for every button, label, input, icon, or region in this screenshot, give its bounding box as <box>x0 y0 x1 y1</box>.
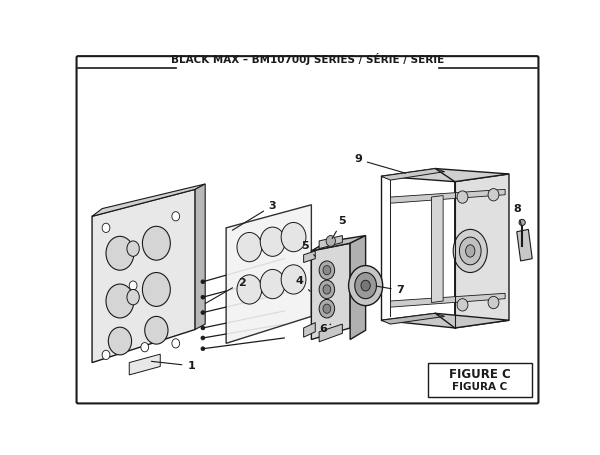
Text: FIGURE C: FIGURE C <box>449 369 511 381</box>
Circle shape <box>201 336 205 340</box>
Ellipse shape <box>102 223 110 233</box>
Polygon shape <box>226 205 311 344</box>
Text: 1: 1 <box>151 361 195 371</box>
Ellipse shape <box>260 227 285 256</box>
Text: 6: 6 <box>319 324 331 334</box>
Ellipse shape <box>326 236 335 246</box>
Polygon shape <box>431 196 443 303</box>
Ellipse shape <box>453 229 487 273</box>
Ellipse shape <box>319 299 335 318</box>
Polygon shape <box>129 354 160 375</box>
Polygon shape <box>319 236 343 248</box>
Polygon shape <box>381 168 445 180</box>
Ellipse shape <box>323 304 331 313</box>
Polygon shape <box>381 168 509 182</box>
Ellipse shape <box>460 237 481 265</box>
Ellipse shape <box>172 212 179 221</box>
Polygon shape <box>391 189 505 203</box>
Ellipse shape <box>127 289 139 305</box>
Circle shape <box>201 311 205 314</box>
Ellipse shape <box>142 226 170 260</box>
Ellipse shape <box>127 241 139 256</box>
Text: 9: 9 <box>354 154 406 173</box>
Ellipse shape <box>237 275 262 304</box>
Polygon shape <box>391 293 505 307</box>
Polygon shape <box>304 323 315 337</box>
Polygon shape <box>311 243 350 339</box>
Polygon shape <box>311 236 365 251</box>
Ellipse shape <box>142 273 170 306</box>
Text: 5: 5 <box>332 216 346 238</box>
Ellipse shape <box>488 188 499 201</box>
Ellipse shape <box>109 327 131 355</box>
Polygon shape <box>319 324 343 342</box>
Ellipse shape <box>361 280 370 291</box>
Ellipse shape <box>129 281 137 290</box>
Ellipse shape <box>323 285 331 294</box>
Ellipse shape <box>102 350 110 359</box>
Text: BLACK MAX – BM10700J SERIES / SÉRIE / SERIE: BLACK MAX – BM10700J SERIES / SÉRIE / SE… <box>171 53 444 66</box>
Ellipse shape <box>260 269 285 298</box>
Ellipse shape <box>172 339 179 348</box>
Ellipse shape <box>319 280 335 298</box>
Polygon shape <box>350 236 365 339</box>
Text: 5: 5 <box>301 241 315 256</box>
Ellipse shape <box>457 191 468 203</box>
Circle shape <box>201 280 205 283</box>
Polygon shape <box>381 313 445 324</box>
Circle shape <box>201 326 205 330</box>
Polygon shape <box>92 184 205 216</box>
Ellipse shape <box>141 343 149 352</box>
Ellipse shape <box>488 296 499 308</box>
Polygon shape <box>195 184 205 329</box>
Bar <box>428 363 532 397</box>
Ellipse shape <box>355 273 376 298</box>
Ellipse shape <box>319 261 335 279</box>
Polygon shape <box>92 189 195 363</box>
Ellipse shape <box>145 316 168 344</box>
Ellipse shape <box>281 265 306 294</box>
Polygon shape <box>455 174 509 328</box>
Ellipse shape <box>323 266 331 275</box>
Polygon shape <box>381 313 509 328</box>
Ellipse shape <box>106 236 134 270</box>
Ellipse shape <box>237 233 262 262</box>
Ellipse shape <box>106 284 134 318</box>
Ellipse shape <box>466 245 475 257</box>
Circle shape <box>201 295 205 299</box>
Text: 7: 7 <box>376 285 404 295</box>
Circle shape <box>201 347 205 351</box>
Ellipse shape <box>457 298 468 311</box>
Circle shape <box>519 219 525 226</box>
Text: 2: 2 <box>205 278 245 303</box>
Text: 3: 3 <box>232 201 277 230</box>
Text: 8: 8 <box>513 204 521 225</box>
Text: FIGURA C: FIGURA C <box>452 382 507 392</box>
Polygon shape <box>304 251 315 263</box>
Ellipse shape <box>281 222 306 252</box>
Ellipse shape <box>349 266 383 306</box>
Text: 4: 4 <box>296 276 310 291</box>
Polygon shape <box>517 229 532 261</box>
